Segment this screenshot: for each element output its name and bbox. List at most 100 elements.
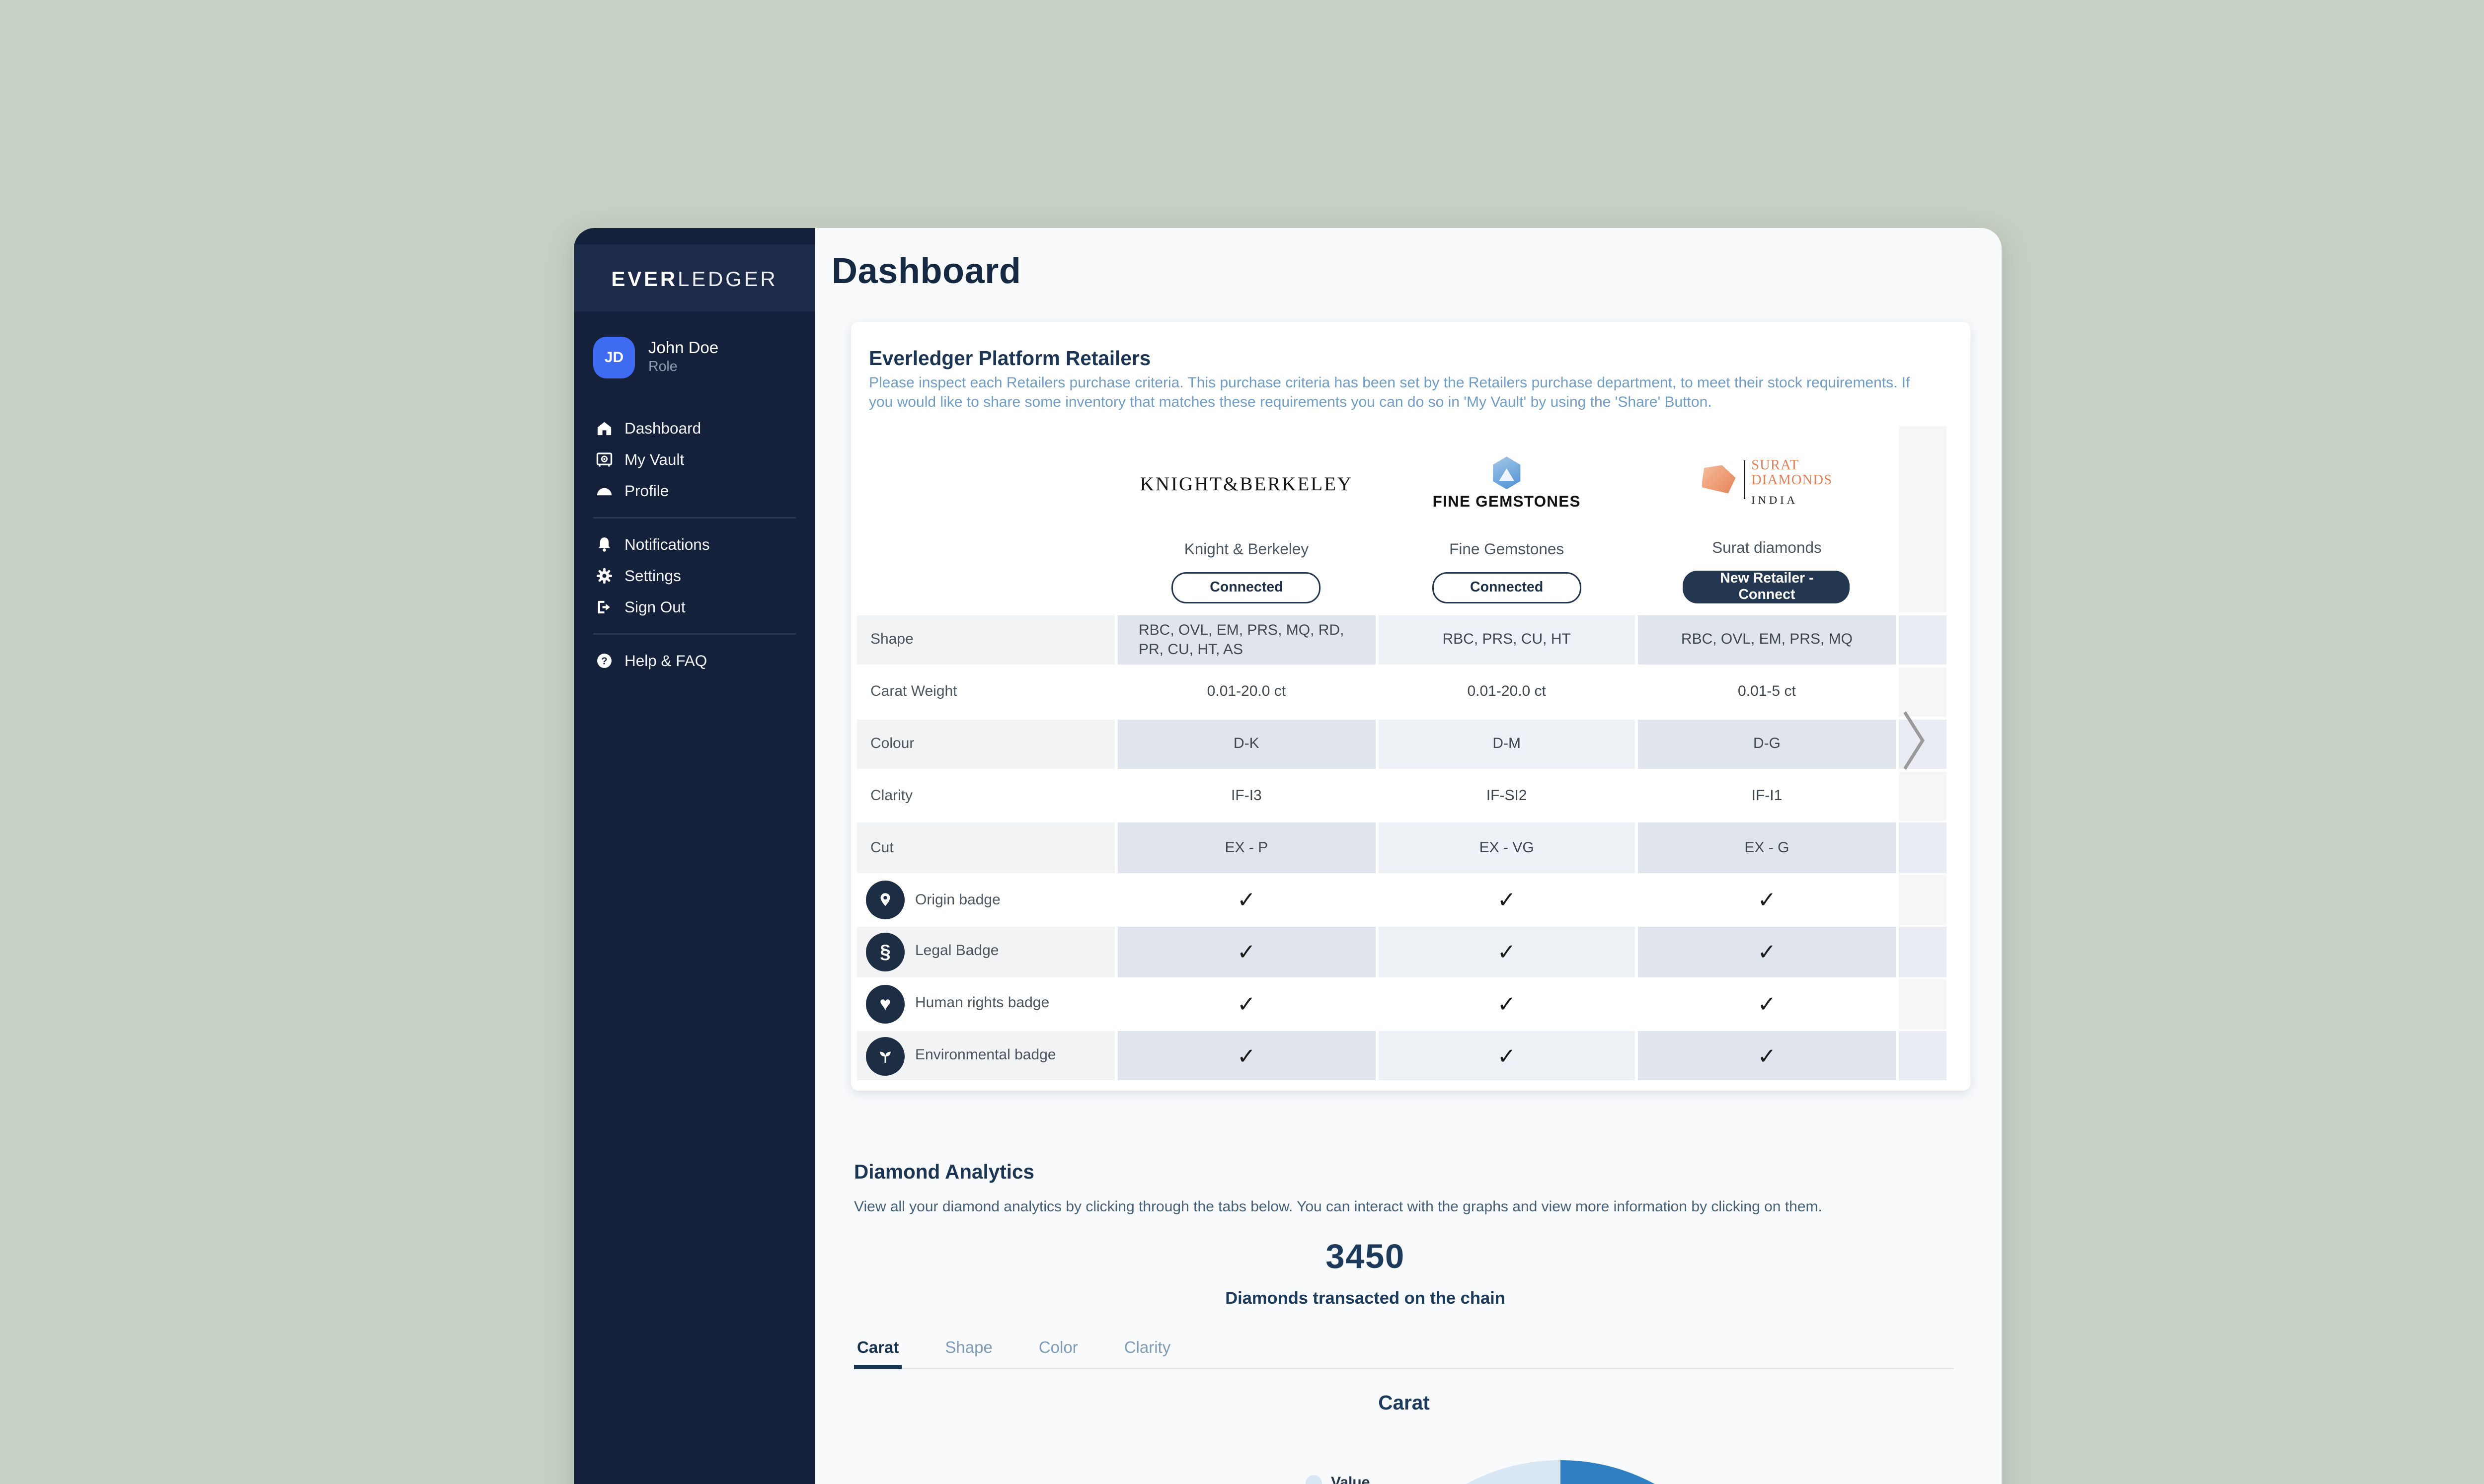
environmental-seal-icon — [866, 1037, 905, 1076]
cell-value: RBC, PRS, CU, HT — [1378, 615, 1635, 665]
cell-value: IF-SI2 — [1378, 771, 1635, 821]
pie-chart[interactable] — [1362, 1461, 1759, 1484]
sidebar-item-label: Notifications — [624, 535, 710, 554]
chart-legend-item[interactable]: Value — [1306, 1476, 1370, 1484]
diamonds-total-caption: Diamonds transacted on the chain — [1225, 1291, 1505, 1309]
carat-chart: Carat Value — [854, 1370, 1954, 1484]
analytics-total-block: 3450 Diamonds transacted on the chain — [854, 1237, 1876, 1309]
sidebar-item-dashboard[interactable]: Dashboard — [574, 413, 815, 444]
table-row-colour: Colour D-K D-M D-G — [857, 719, 1970, 769]
diamond-analytics-section: Diamond Analytics View all your diamond … — [854, 1144, 1954, 1484]
home-icon — [595, 419, 614, 438]
retailer-column-knight-berkeley: KNIGHT&BERKELEY Knight & Berkeley Connec… — [1118, 427, 1375, 613]
brand-logo-light: LEDGER — [678, 266, 778, 290]
row-label-with-badge: § Legal Badge — [857, 927, 1115, 977]
cell-value: IF-I3 — [1118, 771, 1375, 821]
avatar: JD — [593, 337, 635, 378]
cell-value: RBC, OVL, EM, PRS, MQ — [1638, 615, 1896, 665]
row-label-with-badge: Environmental badge — [857, 1031, 1115, 1081]
brand-logo: EVER LEDGER — [574, 244, 815, 311]
table-row-carat-weight: Carat Weight 0.01-20.0 ct 0.01-20.0 ct 0… — [857, 667, 1970, 717]
user-profile-row[interactable]: JD John Doe Role — [593, 337, 815, 378]
page-title: Dashboard — [832, 252, 1021, 292]
new-retailer-connect-button[interactable]: New Retailer - Connect — [1683, 571, 1851, 604]
sidebar-item-label: Profile — [624, 482, 669, 500]
legend-label: Value — [1331, 1476, 1370, 1484]
table-scroll-strip — [1898, 667, 1946, 717]
table-scroll-strip — [1898, 979, 1946, 1029]
retailer-name: Surat diamonds — [1712, 540, 1822, 558]
table-scroll-strip — [1898, 771, 1946, 821]
checkmark: ✓ — [1118, 979, 1375, 1029]
connected-button[interactable]: Connected — [1432, 572, 1581, 603]
knight-berkeley-logo: KNIGHT&BERKELEY — [1140, 437, 1353, 532]
brand-logo-bold: EVER — [611, 266, 678, 290]
tab-carat[interactable]: Carat — [854, 1340, 902, 1370]
connected-button[interactable]: Connected — [1171, 572, 1321, 603]
table-row-human-rights-badge: ♥ Human rights badge ✓ ✓ ✓ — [857, 979, 1970, 1029]
checkmark: ✓ — [1638, 1031, 1896, 1081]
retailer-column-surat-diamonds: SURAT DIAMONDS INDIA Surat diamonds New … — [1638, 427, 1896, 613]
help-icon: ? — [595, 651, 614, 670]
sign-out-icon — [595, 597, 614, 617]
cell-value: RBC, OVL, EM, PRS, MQ, RD, PR, CU, HT, A… — [1118, 615, 1375, 665]
table-row-cut: Cut EX - P EX - VG EX - G — [857, 823, 1970, 873]
user-name: John Doe — [648, 339, 719, 357]
row-label: Carat Weight — [857, 667, 1115, 717]
sidebar-item-label: Help & FAQ — [624, 652, 707, 670]
sidebar-item-help-faq[interactable]: ? Help & FAQ — [574, 645, 815, 676]
retailers-table: KNIGHT&BERKELEY Knight & Berkeley Connec… — [857, 427, 1970, 1081]
main-content: Dashboard Everledger Platform Retailers … — [815, 228, 2002, 1484]
table-scroll-strip — [1898, 615, 1946, 665]
cell-value: D-K — [1118, 719, 1375, 769]
checkmark: ✓ — [1378, 979, 1635, 1029]
table-scroll-strip — [1898, 875, 1946, 925]
tab-color[interactable]: Color — [1038, 1340, 1078, 1358]
checkmark: ✓ — [1118, 927, 1375, 977]
chevron-right-icon[interactable] — [1900, 706, 1927, 775]
sidebar-divider — [593, 517, 796, 519]
surat-diamonds-logo: SURAT DIAMONDS INDIA — [1701, 436, 1833, 531]
logo-divider — [1743, 460, 1746, 500]
row-label: Cut — [857, 823, 1115, 873]
checkmark: ✓ — [1378, 875, 1635, 925]
sidebar-item-settings[interactable]: Settings — [574, 560, 815, 592]
cell-value: 0.01-20.0 ct — [1118, 667, 1375, 717]
user-meta: John Doe Role — [648, 339, 718, 376]
analytics-description: View all your diamond analytics by click… — [854, 1200, 1822, 1217]
retailers-card: Everledger Platform Retailers Please ins… — [851, 322, 1970, 1091]
sidebar-item-profile[interactable]: Profile — [574, 475, 815, 507]
sidebar-item-my-vault[interactable]: My Vault — [574, 444, 815, 475]
user-role: Role — [648, 358, 678, 375]
sidebar-item-label: Settings — [624, 567, 681, 585]
retailers-table-header-row: KNIGHT&BERKELEY Knight & Berkeley Connec… — [857, 427, 1970, 613]
retailers-card-description: Please inspect each Retailers purchase c… — [869, 375, 1910, 412]
sidebar-item-notifications[interactable]: Notifications — [574, 529, 815, 560]
vault-icon — [595, 450, 614, 469]
tab-shape[interactable]: Shape — [945, 1340, 993, 1358]
profile-icon — [595, 481, 614, 501]
bell-icon — [595, 535, 614, 554]
blue-gem-icon — [1492, 456, 1521, 490]
retailer-name: Knight & Berkeley — [1184, 540, 1309, 559]
checkmark: ✓ — [1118, 1031, 1375, 1081]
sidebar-item-sign-out[interactable]: Sign Out — [574, 592, 815, 623]
app-window: EVER LEDGER JD John Doe Role Dashboard — [574, 228, 2002, 1484]
sidebar: EVER LEDGER JD John Doe Role Dashboard — [574, 228, 815, 1484]
retailer-column-fine-gemstones: FINE GEMSTONES Fine Gemstones Connected — [1378, 427, 1635, 613]
tab-clarity[interactable]: Clarity — [1124, 1340, 1171, 1358]
analytics-tabs: Carat Shape Color Clarity — [854, 1340, 1954, 1370]
origin-seal-icon — [866, 881, 905, 920]
retailers-card-title: Everledger Platform Retailers — [869, 347, 1151, 370]
table-row-clarity: Clarity IF-I3 IF-SI2 IF-I1 — [857, 771, 1970, 821]
checkmark: ✓ — [1638, 979, 1896, 1029]
diamonds-total-count: 3450 — [1325, 1237, 1405, 1276]
table-scroll-strip — [1898, 1031, 1946, 1081]
cell-value: 0.01-20.0 ct — [1378, 667, 1635, 717]
cell-value: EX - P — [1118, 823, 1375, 873]
chart-title: Carat — [1378, 1392, 1430, 1415]
knight-berkeley-logo-text: KNIGHT&BERKELEY — [1140, 472, 1353, 495]
checkmark: ✓ — [1638, 875, 1896, 925]
sidebar-nav: Dashboard My Vault Profile — [574, 413, 815, 676]
